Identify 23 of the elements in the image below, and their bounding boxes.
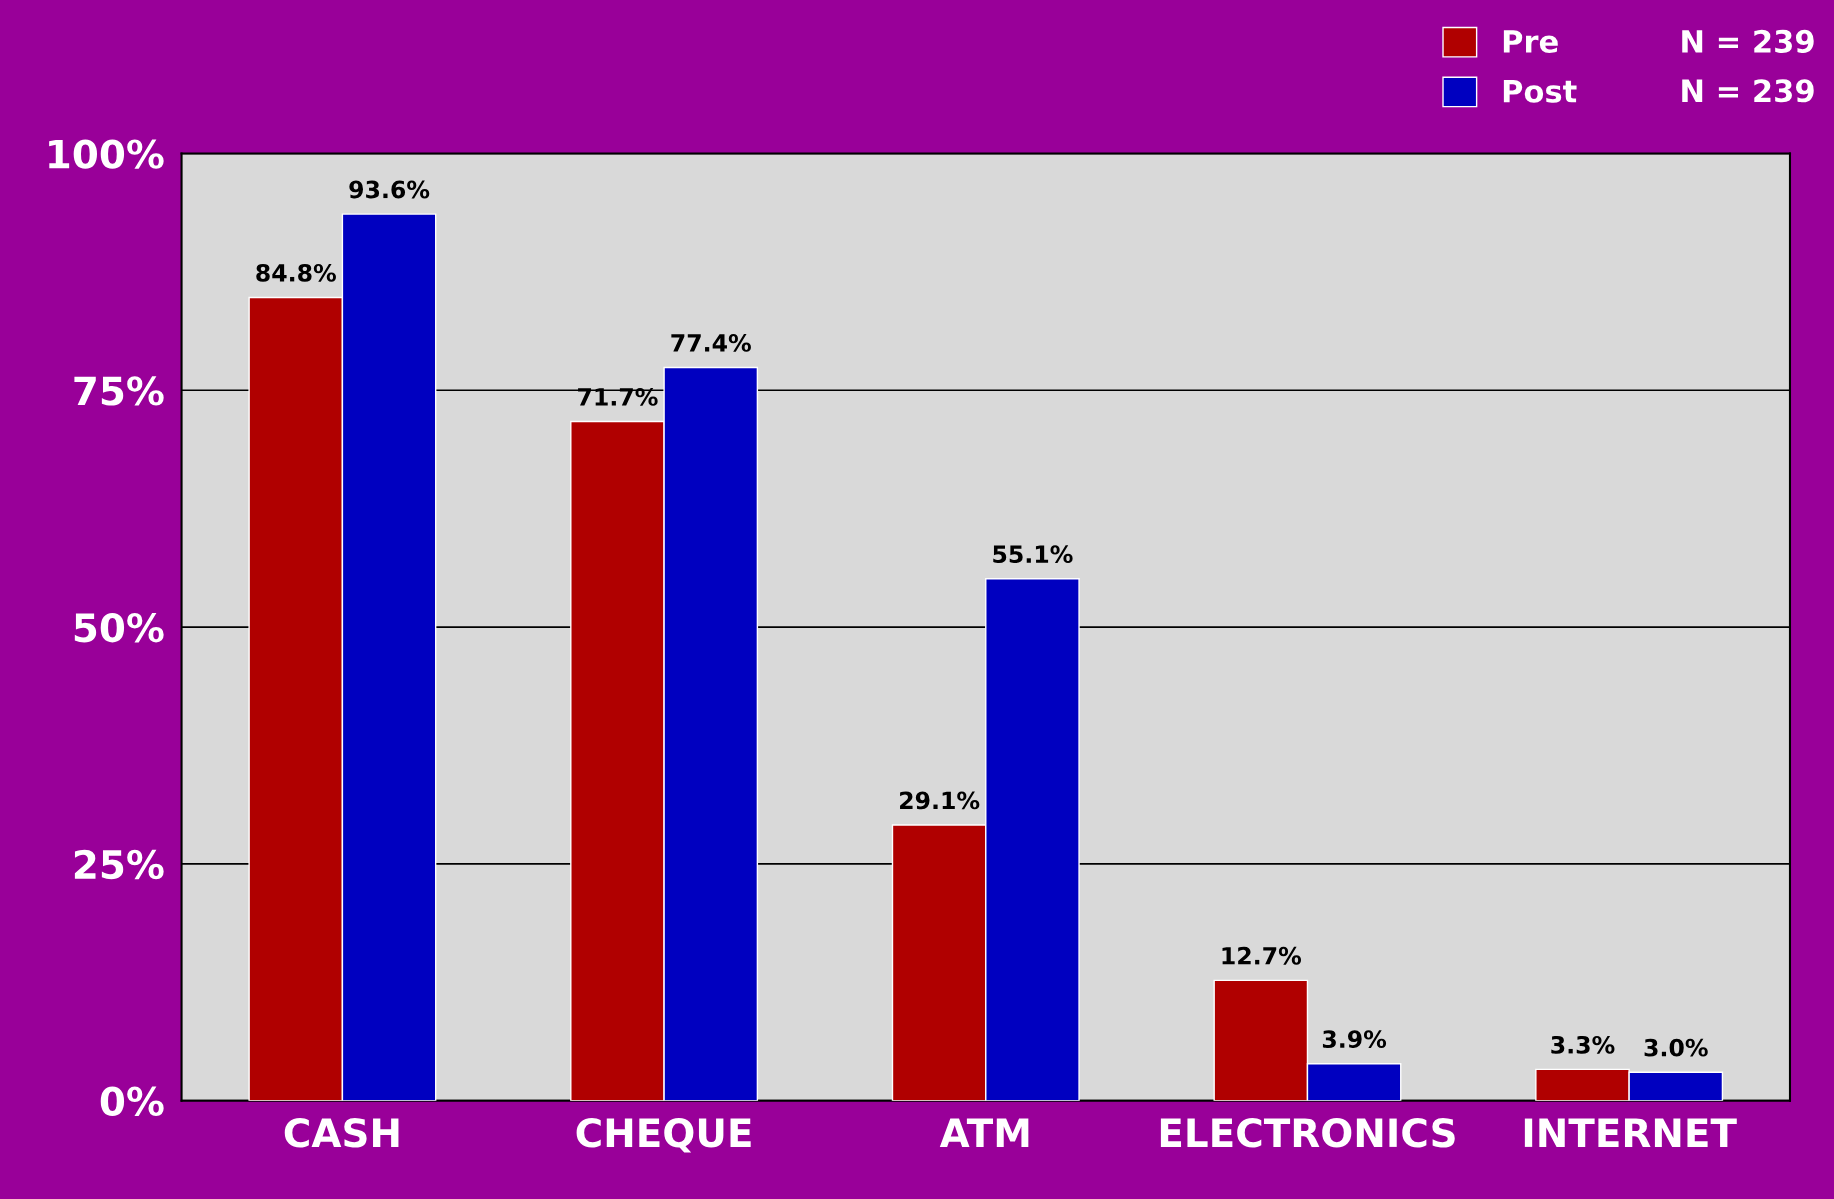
y-tick-label: 75%: [74, 376, 164, 406]
data-label: 3.0%: [1644, 1038, 1708, 1057]
data-label: 93.6%: [349, 180, 430, 199]
text: N = 239: [1682, 79, 1814, 103]
data-label: 12.7%: [1222, 946, 1302, 965]
legend-label: Pre: [1503, 30, 1558, 53]
data-label: 77.4%: [671, 334, 751, 352]
legend-label: Post: [1503, 80, 1577, 103]
data-label: 29.1%: [900, 791, 980, 810]
y-tick-label: 50%: [74, 612, 164, 643]
data-label: 84.8%: [256, 263, 336, 282]
data-label: 3.9%: [1322, 1030, 1387, 1049]
data-label: 55.1%: [993, 545, 1073, 564]
y-tick-label: 25%: [74, 849, 164, 880]
x-tick-label: INTERNET: [1524, 1118, 1737, 1147]
x-tick-label: ELECTRONICS: [1160, 1118, 1455, 1148]
y-tick-label: 100%: [49, 139, 164, 169]
x-tick-label: ATM: [939, 1118, 1029, 1147]
y-tick-label: 0%: [100, 1086, 164, 1117]
data-label: 3.3%: [1551, 1035, 1615, 1054]
x-tick-label: CASH: [284, 1118, 399, 1148]
x-tick-label: CHEQUE: [576, 1118, 751, 1153]
text: N = 239: [1682, 29, 1814, 53]
